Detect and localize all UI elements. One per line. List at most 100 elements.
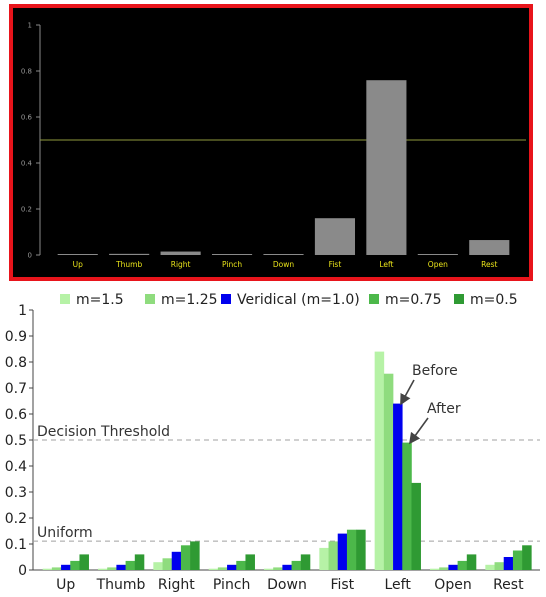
y-tick-label: 1 <box>28 22 32 30</box>
y-tick-label: 0.5 <box>5 433 27 449</box>
bar <box>98 568 108 570</box>
bar <box>439 567 449 570</box>
legend-label: m=0.75 <box>385 292 442 308</box>
bar <box>208 568 219 570</box>
x-tick-label: Rest <box>493 577 524 593</box>
bar <box>503 557 514 570</box>
live-classifier-panel: 0 0.2 0.4 0.6 0.8 1 Up Thumb Right Pinch Down Fist L… <box>9 4 533 281</box>
bar <box>245 554 255 570</box>
bar <box>125 560 136 570</box>
y-tick-label: 0.7 <box>5 381 27 397</box>
bar <box>180 545 191 570</box>
x-tick-label: Down <box>267 577 307 593</box>
legend-label: m=1.5 <box>76 292 124 308</box>
y-tick-label: 0.8 <box>21 68 32 76</box>
bar <box>485 564 495 570</box>
annotation-arrow <box>408 417 429 445</box>
bar <box>430 568 440 570</box>
bar <box>319 547 329 570</box>
bar <box>70 560 80 570</box>
legend-swatch <box>145 294 155 304</box>
bar <box>448 564 458 570</box>
legend-swatch <box>369 294 379 304</box>
bar <box>522 545 532 570</box>
category-label: Open <box>428 260 448 269</box>
y-tick-label: 0.2 <box>5 511 27 527</box>
probability-comparison-chart: m=1.5 m=1.25 Veridical (m=1.0) m=0.75 m=0.5 0… <box>5 292 540 593</box>
bar-thumb <box>109 253 150 255</box>
bar <box>190 541 200 570</box>
legend-swatch <box>60 294 70 304</box>
bar <box>466 554 477 570</box>
y-tick-label: 0.8 <box>5 355 27 371</box>
bar-rest <box>469 240 510 255</box>
bar <box>236 560 246 570</box>
y-tick-label: 0.4 <box>5 459 27 475</box>
category-label: Pinch <box>222 260 242 269</box>
bar <box>328 541 339 570</box>
bar <box>411 482 421 570</box>
annotation-label: Before <box>412 363 458 379</box>
bar <box>42 568 53 570</box>
bar <box>79 554 89 570</box>
x-tick-label: Right <box>158 577 195 593</box>
bar <box>217 567 228 570</box>
annotation-label: After <box>427 401 461 417</box>
category-label: Thumb <box>115 260 142 269</box>
bar <box>393 403 403 570</box>
y-tick-label: 0.9 <box>5 329 27 345</box>
legend-swatch <box>221 294 231 304</box>
x-tick-label: Fist <box>330 577 354 593</box>
category-label: Left <box>379 260 393 269</box>
x-tick-label: Thumb <box>96 577 146 593</box>
live-probability-chart: 0 0.2 0.4 0.6 0.8 1 Up Thumb Right Pinch Down Fist L… <box>21 22 526 269</box>
bar <box>346 529 357 570</box>
annotation-arrow <box>400 379 415 406</box>
legend-label: m=1.25 <box>161 292 218 308</box>
y-tick-label: 0.6 <box>21 114 33 122</box>
bar <box>337 533 348 570</box>
y-tick-label: 0.3 <box>5 485 27 501</box>
category-label: Right <box>171 260 191 269</box>
bar <box>374 351 385 570</box>
y-tick-label: 0 <box>18 563 27 579</box>
bar <box>171 551 182 570</box>
y-tick-label: 0 <box>28 252 32 260</box>
legend-label: m=0.5 <box>470 292 518 308</box>
y-tick-label: 0.1 <box>5 537 27 553</box>
x-tick-label: Left <box>384 577 411 593</box>
bar <box>282 564 292 570</box>
legend-label: Veridical (m=1.0) <box>237 292 360 308</box>
bar-pinch <box>211 254 253 255</box>
reference-line-label: Uniform <box>37 525 93 541</box>
bar <box>162 558 173 570</box>
bar <box>383 373 394 570</box>
category-label: Fist <box>329 260 342 269</box>
y-tick-label: 0.4 <box>21 160 33 168</box>
reference-line-label: Decision Threshold <box>37 424 170 440</box>
bar <box>402 442 412 570</box>
y-tick-label: 1 <box>18 303 27 319</box>
category-label: Rest <box>481 260 497 269</box>
bar <box>153 562 163 570</box>
x-tick-label: Pinch <box>213 577 250 593</box>
bar <box>116 564 126 570</box>
bar <box>227 564 237 570</box>
x-tick-label: Open <box>434 577 471 593</box>
bar <box>300 554 311 570</box>
y-tick-label: 0.2 <box>21 206 32 214</box>
bar <box>273 567 283 570</box>
bar <box>512 550 523 570</box>
bar-left <box>366 80 407 255</box>
bar <box>291 560 302 570</box>
bar-open <box>417 254 458 255</box>
category-label: Up <box>73 260 83 269</box>
bar <box>264 568 274 570</box>
category-label: Down <box>273 260 294 269</box>
bar <box>61 564 71 570</box>
legend-swatch <box>454 294 464 304</box>
x-tick-label: Up <box>56 577 75 593</box>
bar-fist <box>314 218 356 255</box>
bar-up <box>57 254 98 255</box>
bar-right <box>160 251 201 255</box>
